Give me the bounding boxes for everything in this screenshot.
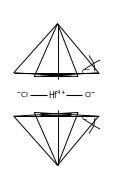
Text: C$^{-}$: C$^{-}$ [81,113,91,122]
Text: Hf$^{4+}$: Hf$^{4+}$ [48,88,67,101]
Text: $^{-}$Cl: $^{-}$Cl [16,90,29,99]
Text: Cl$^{-}$: Cl$^{-}$ [84,90,96,99]
Text: C$^{-}$: C$^{-}$ [81,67,91,76]
